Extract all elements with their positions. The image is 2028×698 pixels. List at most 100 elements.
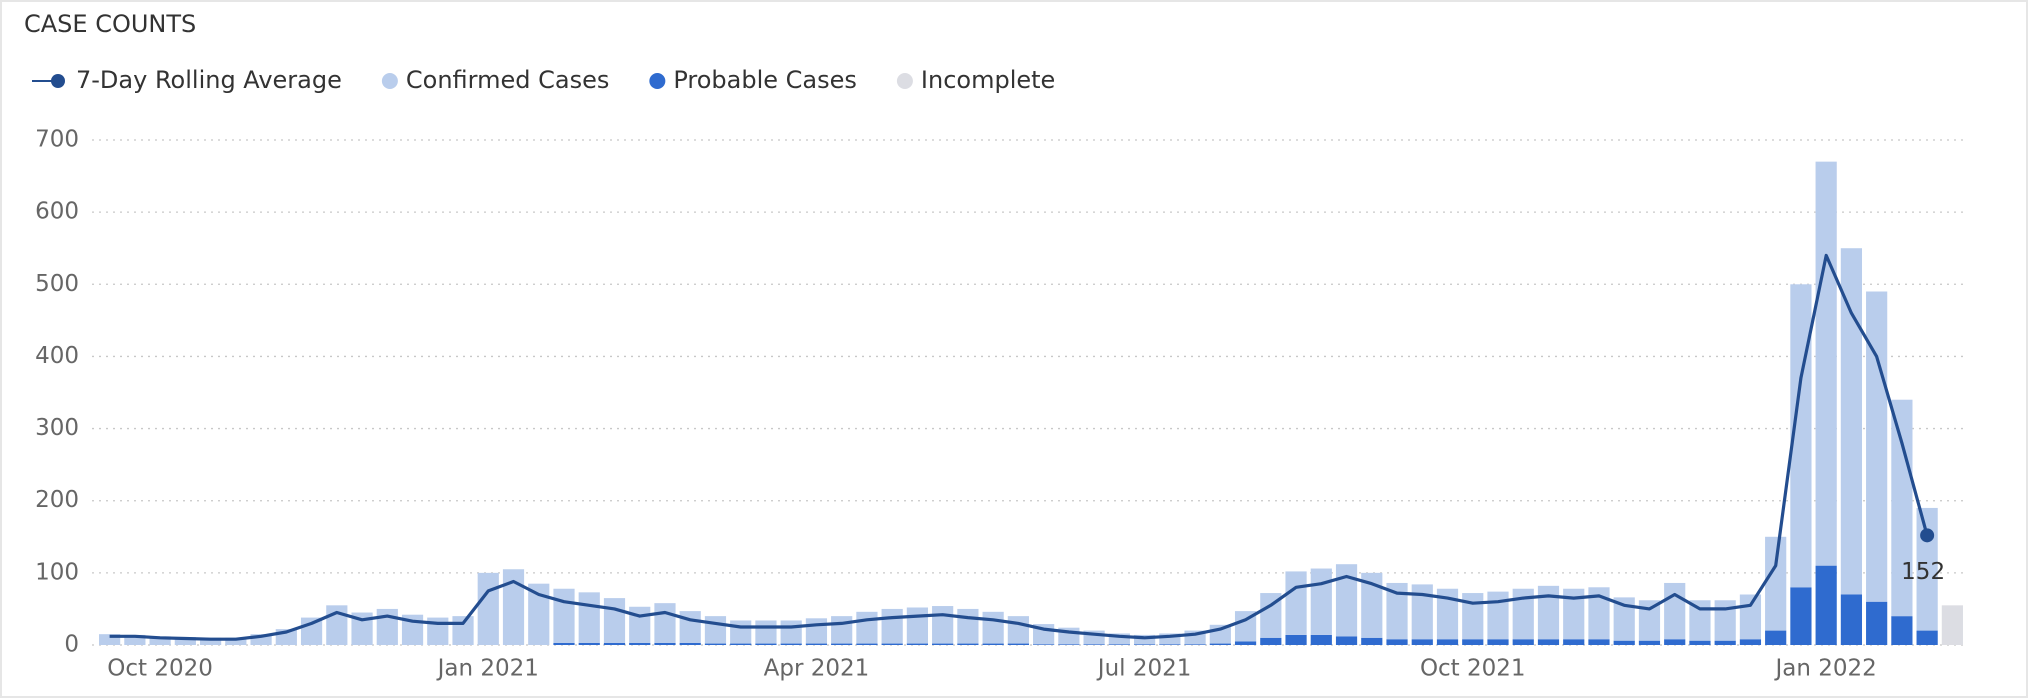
x-tick-label: Oct 2021 (1420, 656, 1526, 682)
bar (1361, 572, 1383, 638)
bar (1462, 639, 1484, 645)
bar (856, 611, 878, 644)
bar (1436, 639, 1459, 645)
bar (1563, 588, 1585, 640)
bar (578, 592, 600, 643)
bar (1765, 536, 1787, 631)
bar (1588, 639, 1610, 645)
bar (982, 643, 1004, 645)
bar (1512, 639, 1534, 645)
data-label: 152 (1901, 559, 1945, 585)
bar (1386, 639, 1408, 645)
bar (881, 643, 903, 645)
bar (1840, 248, 1863, 595)
bar (755, 620, 777, 644)
bar (99, 634, 121, 645)
bar (1487, 639, 1509, 645)
bar (1739, 639, 1762, 645)
bar (805, 618, 828, 644)
bar (957, 608, 979, 644)
bar (1007, 616, 1029, 644)
y-tick-label: 400 (35, 343, 79, 369)
bar (932, 643, 954, 645)
bar (1790, 587, 1812, 645)
bar (1815, 565, 1837, 645)
bar (1537, 585, 1560, 640)
bar (1234, 641, 1257, 645)
legend-marker (381, 73, 398, 89)
bar (805, 643, 828, 645)
bar (1462, 593, 1484, 640)
bar (629, 606, 651, 643)
bar (1487, 591, 1509, 640)
bar (881, 608, 903, 644)
bar (1108, 644, 1130, 645)
bar (603, 598, 626, 643)
bar (351, 612, 373, 645)
legend-label: Incomplete (921, 66, 1055, 94)
x-tick-label: Jan 2021 (436, 656, 539, 682)
y-tick-label: 700 (35, 127, 79, 153)
bar (1361, 637, 1383, 645)
bar (906, 607, 929, 644)
y-tick-label: 500 (35, 271, 79, 297)
legend-marker (896, 73, 913, 89)
bar (1260, 593, 1282, 638)
y-tick-label: 100 (35, 559, 79, 585)
bar (1613, 640, 1635, 645)
bar (982, 611, 1004, 644)
legend-label: 7-Day Rolling Average (76, 66, 342, 94)
bar (1285, 571, 1307, 635)
bar (578, 642, 600, 645)
bar (553, 588, 575, 643)
bar (1159, 633, 1181, 645)
bar (1891, 399, 1913, 617)
bar (199, 637, 222, 645)
bar (250, 634, 272, 645)
bar (1310, 568, 1332, 635)
legend-label: Probable Cases (673, 66, 857, 94)
bar (730, 620, 752, 644)
bar (831, 616, 853, 644)
bar (1033, 644, 1055, 645)
bar (1840, 594, 1863, 645)
bar (174, 637, 196, 645)
bar (679, 611, 701, 643)
bar (704, 643, 727, 645)
bar (780, 620, 802, 644)
bar (149, 636, 171, 645)
bar (1891, 616, 1913, 645)
y-tick-label: 600 (35, 199, 79, 225)
bar (1159, 644, 1181, 645)
bar (856, 643, 878, 645)
bar (1184, 644, 1206, 645)
bar (1234, 611, 1257, 642)
bar (1436, 588, 1459, 640)
bar (1916, 630, 1938, 645)
line (109, 253, 1929, 641)
bar (1260, 637, 1282, 645)
legend-label: Confirmed Cases (406, 66, 609, 94)
bar (477, 572, 499, 645)
bar (1739, 594, 1762, 640)
bar (1386, 582, 1408, 640)
bar (654, 642, 676, 645)
bar (1133, 634, 1156, 645)
x-tick-label: Oct 2020 (107, 656, 213, 682)
bar (831, 643, 853, 645)
bar (1209, 643, 1231, 645)
bar (502, 569, 525, 645)
y-tick-label: 300 (35, 415, 79, 441)
bar (1007, 643, 1029, 645)
bar (553, 642, 575, 645)
bar (1866, 601, 1888, 645)
bar (932, 606, 954, 644)
bar (1083, 644, 1105, 645)
bar (1638, 640, 1661, 645)
bar (730, 643, 752, 645)
bar (124, 634, 146, 645)
end-point (1920, 528, 1935, 543)
bar (1638, 600, 1661, 641)
